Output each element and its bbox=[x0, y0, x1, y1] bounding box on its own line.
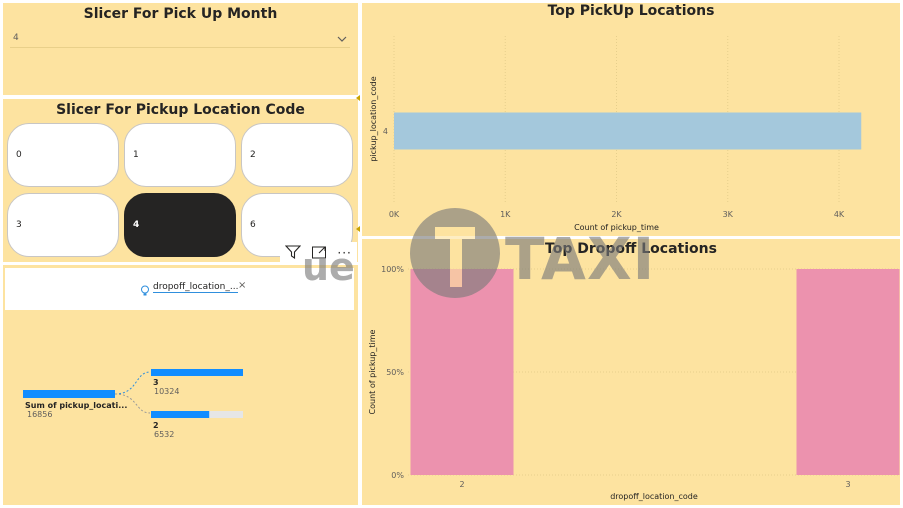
month-dropdown-value: 4 bbox=[13, 33, 19, 43]
lightbulb-icon bbox=[140, 282, 150, 301]
slicer-tile-label: 6 bbox=[250, 220, 256, 230]
month-slicer-title: Slicer For Pick Up Month bbox=[83, 6, 278, 22]
x-tick-label: 4K bbox=[834, 210, 845, 219]
x-tick-label: 3 bbox=[845, 480, 850, 489]
bar bbox=[410, 269, 514, 475]
root-label: Sum of pickup_locati... bbox=[25, 401, 128, 410]
focus-mode-icon[interactable] bbox=[311, 244, 327, 263]
dropoff-chart: 0% 50% 100% 2 3 dropoff_location_code Count of… bbox=[368, 265, 900, 501]
slicer-tile-3[interactable]: 3 bbox=[7, 193, 119, 257]
node-bar[interactable] bbox=[151, 369, 243, 376]
slicer-tile-label: 4 bbox=[133, 220, 140, 230]
x-tick-label: 3K bbox=[723, 210, 734, 219]
y-tick-label: 4 bbox=[383, 127, 388, 136]
panel-marker-left bbox=[356, 226, 360, 232]
decomposition-tree bbox=[23, 369, 243, 418]
dropoff-chart-title: Top Dropoff Locations bbox=[545, 241, 717, 257]
x-axis-label: Count of pickup_time bbox=[574, 223, 659, 232]
y-tick-label: 0% bbox=[391, 471, 404, 480]
decomposition-panel: dropoff_location_... × Sum of pickup_loc… bbox=[3, 265, 358, 505]
field-chip[interactable]: dropoff_location_... bbox=[153, 282, 239, 293]
filter-icon[interactable] bbox=[284, 244, 302, 263]
root-bar[interactable] bbox=[23, 390, 115, 398]
slicer-tile-1[interactable]: 1 bbox=[124, 123, 236, 187]
root-value: 16856 bbox=[27, 410, 53, 419]
slicer-tile-label: 3 bbox=[16, 220, 22, 230]
chevron-down-icon bbox=[336, 30, 348, 49]
location-slicer-title: Slicer For Pickup Location Code bbox=[56, 102, 305, 118]
y-axis-label: Count of pickup_time bbox=[368, 329, 377, 414]
slicer-tile-label: 0 bbox=[16, 150, 22, 160]
x-tick-label: 1K bbox=[500, 210, 511, 219]
connector bbox=[114, 371, 151, 395]
slicer-tile-2[interactable]: 2 bbox=[241, 123, 353, 187]
node-bar[interactable] bbox=[151, 411, 210, 418]
month-dropdown[interactable]: 4 bbox=[10, 31, 350, 48]
bar bbox=[394, 112, 862, 150]
close-icon[interactable]: × bbox=[238, 280, 247, 291]
month-slicer-panel: Slicer For Pick Up Month 4 bbox=[3, 3, 358, 95]
field-chip-bar: dropoff_location_... × bbox=[5, 268, 354, 310]
pickup-chart-panel: Top PickUp Locations 0K 1K 2K 3K 4K 4 Count of… bbox=[362, 3, 900, 236]
slicer-tile-0[interactable]: 0 bbox=[7, 123, 119, 187]
node-value: 10324 bbox=[154, 387, 180, 396]
node-label: 2 bbox=[153, 421, 159, 430]
slicer-tile-label: 1 bbox=[133, 150, 139, 160]
slicer-tile-4[interactable]: 4 bbox=[124, 193, 236, 257]
bar bbox=[796, 269, 900, 475]
slicer-tile-label: 2 bbox=[250, 150, 256, 160]
location-slicer-panel: Slicer For Pickup Location Code 0 1 2 3 4 6 bbox=[3, 99, 358, 262]
node-value: 6532 bbox=[154, 430, 175, 439]
x-tick-label: 0K bbox=[389, 210, 400, 219]
y-tick-label: 50% bbox=[386, 368, 404, 377]
x-axis-label: dropoff_location_code bbox=[610, 492, 698, 501]
x-tick-label: 2 bbox=[459, 480, 464, 489]
panel-marker-right bbox=[356, 95, 360, 101]
y-axis-label: pickup_location_code bbox=[369, 76, 378, 161]
dropoff-chart-panel: 0% 50% 100% 2 3 dropoff_location_code Count of… bbox=[362, 239, 900, 505]
more-options-icon[interactable]: ··· bbox=[337, 246, 352, 260]
y-tick-label: 100% bbox=[381, 265, 404, 274]
x-tick-label: 2K bbox=[611, 210, 622, 219]
pickup-chart-title: Top PickUp Locations bbox=[547, 3, 715, 19]
connector bbox=[114, 393, 151, 414]
pickup-chart: 0K 1K 2K 3K 4K 4 Count of pickup_time pickup_lo… bbox=[369, 36, 862, 232]
node-label: 3 bbox=[153, 378, 159, 387]
visual-toolbar: ··· bbox=[280, 242, 357, 264]
